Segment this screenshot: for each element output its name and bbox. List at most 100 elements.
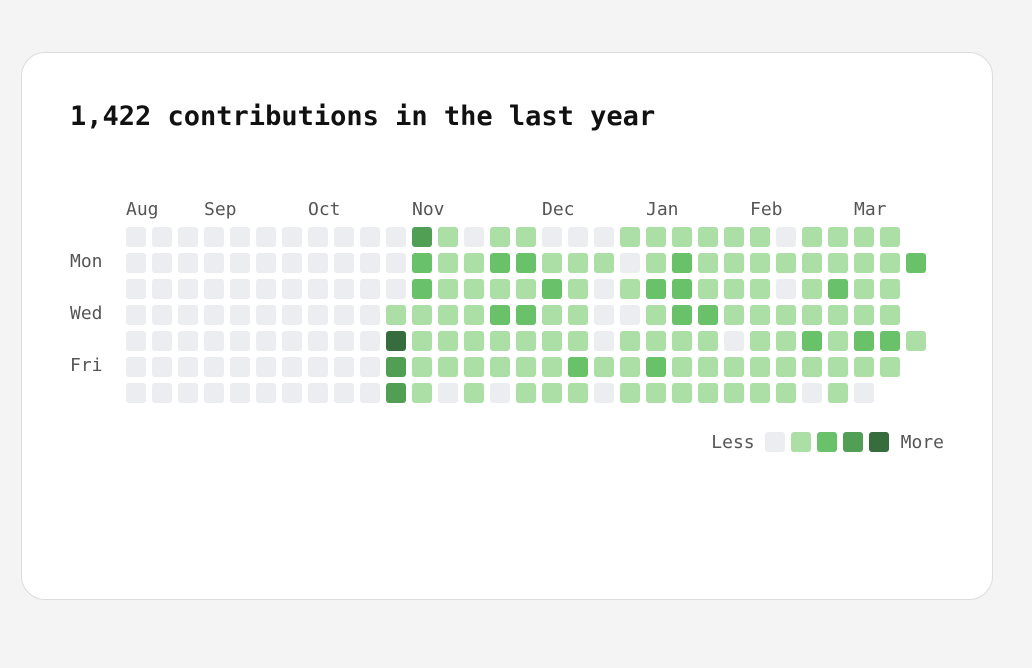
contribution-cell[interactable] bbox=[230, 253, 250, 273]
contribution-cell[interactable] bbox=[724, 357, 744, 377]
contribution-cell[interactable] bbox=[854, 331, 874, 351]
contribution-cell[interactable] bbox=[776, 357, 796, 377]
contribution-cell[interactable] bbox=[646, 253, 666, 273]
contribution-cell[interactable] bbox=[256, 279, 276, 299]
contribution-cell[interactable] bbox=[698, 279, 718, 299]
contribution-cell[interactable] bbox=[282, 305, 302, 325]
contribution-cell[interactable] bbox=[204, 227, 224, 247]
contribution-cell[interactable] bbox=[386, 253, 406, 273]
contribution-cell[interactable] bbox=[412, 279, 432, 299]
contribution-cell[interactable] bbox=[308, 383, 328, 403]
contribution-cell[interactable] bbox=[802, 331, 822, 351]
contribution-cell[interactable] bbox=[490, 253, 510, 273]
contribution-cell[interactable] bbox=[620, 305, 640, 325]
contribution-cell[interactable] bbox=[152, 305, 172, 325]
contribution-cell[interactable] bbox=[152, 331, 172, 351]
contribution-cell[interactable] bbox=[620, 383, 640, 403]
contribution-cell[interactable] bbox=[204, 279, 224, 299]
contribution-cell[interactable] bbox=[438, 279, 458, 299]
contribution-cell[interactable] bbox=[360, 253, 380, 273]
contribution-cell[interactable] bbox=[464, 253, 484, 273]
contribution-cell[interactable] bbox=[906, 331, 926, 351]
contribution-cell[interactable] bbox=[854, 279, 874, 299]
contribution-cell[interactable] bbox=[256, 383, 276, 403]
contribution-cell[interactable] bbox=[542, 305, 562, 325]
contribution-cell[interactable] bbox=[126, 383, 146, 403]
contribution-cell[interactable] bbox=[516, 279, 536, 299]
contribution-cell[interactable] bbox=[334, 305, 354, 325]
contribution-cell[interactable] bbox=[360, 357, 380, 377]
contribution-cell[interactable] bbox=[750, 357, 770, 377]
contribution-cell[interactable] bbox=[152, 227, 172, 247]
contribution-cell[interactable] bbox=[490, 357, 510, 377]
contribution-cell[interactable] bbox=[412, 331, 432, 351]
contribution-cell[interactable] bbox=[542, 331, 562, 351]
contribution-cell[interactable] bbox=[646, 227, 666, 247]
contribution-cell[interactable] bbox=[828, 357, 848, 377]
contribution-cell[interactable] bbox=[594, 253, 614, 273]
contribution-cell[interactable] bbox=[360, 227, 380, 247]
contribution-cell[interactable] bbox=[282, 227, 302, 247]
contribution-cell[interactable] bbox=[880, 279, 900, 299]
contribution-cell[interactable] bbox=[776, 253, 796, 273]
contribution-cell[interactable] bbox=[360, 331, 380, 351]
contribution-cell[interactable] bbox=[594, 305, 614, 325]
contribution-cell[interactable] bbox=[568, 227, 588, 247]
contribution-cell[interactable] bbox=[490, 383, 510, 403]
contribution-cell[interactable] bbox=[464, 305, 484, 325]
contribution-cell[interactable] bbox=[256, 357, 276, 377]
contribution-cell[interactable] bbox=[542, 279, 562, 299]
contribution-cell[interactable] bbox=[646, 383, 666, 403]
contribution-cell[interactable] bbox=[594, 383, 614, 403]
contribution-cell[interactable] bbox=[412, 383, 432, 403]
contribution-cell[interactable] bbox=[750, 279, 770, 299]
contribution-cell[interactable] bbox=[646, 331, 666, 351]
contribution-cell[interactable] bbox=[802, 383, 822, 403]
contribution-cell[interactable] bbox=[568, 331, 588, 351]
contribution-cell[interactable] bbox=[828, 253, 848, 273]
contribution-cell[interactable] bbox=[620, 227, 640, 247]
contribution-cell[interactable] bbox=[672, 305, 692, 325]
contribution-cell[interactable] bbox=[776, 331, 796, 351]
contribution-cell[interactable] bbox=[464, 279, 484, 299]
contribution-cell[interactable] bbox=[854, 253, 874, 273]
contribution-cell[interactable] bbox=[672, 279, 692, 299]
contribution-cell[interactable] bbox=[516, 227, 536, 247]
contribution-cell[interactable] bbox=[828, 227, 848, 247]
contribution-cell[interactable] bbox=[256, 305, 276, 325]
contribution-cell[interactable] bbox=[178, 331, 198, 351]
contribution-cell[interactable] bbox=[802, 305, 822, 325]
contribution-cell[interactable] bbox=[542, 253, 562, 273]
contribution-cell[interactable] bbox=[854, 383, 874, 403]
contribution-cell[interactable] bbox=[386, 279, 406, 299]
contribution-cell[interactable] bbox=[152, 383, 172, 403]
contribution-cell[interactable] bbox=[594, 331, 614, 351]
contribution-cell[interactable] bbox=[672, 331, 692, 351]
contribution-cell[interactable] bbox=[776, 305, 796, 325]
contribution-cell[interactable] bbox=[386, 305, 406, 325]
contribution-cell[interactable] bbox=[178, 305, 198, 325]
contribution-cell[interactable] bbox=[750, 383, 770, 403]
contribution-cell[interactable] bbox=[360, 383, 380, 403]
contribution-cell[interactable] bbox=[906, 253, 926, 273]
contribution-cell[interactable] bbox=[256, 227, 276, 247]
contribution-cell[interactable] bbox=[204, 357, 224, 377]
contribution-cell[interactable] bbox=[126, 253, 146, 273]
contribution-cell[interactable] bbox=[308, 227, 328, 247]
contribution-cell[interactable] bbox=[282, 331, 302, 351]
contribution-cell[interactable] bbox=[256, 331, 276, 351]
contribution-cell[interactable] bbox=[438, 227, 458, 247]
contribution-cell[interactable] bbox=[828, 383, 848, 403]
contribution-cell[interactable] bbox=[412, 305, 432, 325]
contribution-cell[interactable] bbox=[802, 227, 822, 247]
contribution-cell[interactable] bbox=[282, 279, 302, 299]
contribution-cell[interactable] bbox=[126, 279, 146, 299]
contribution-cell[interactable] bbox=[516, 383, 536, 403]
contribution-cell[interactable] bbox=[438, 331, 458, 351]
contribution-cell[interactable] bbox=[568, 253, 588, 273]
contribution-cell[interactable] bbox=[594, 357, 614, 377]
contribution-cell[interactable] bbox=[698, 305, 718, 325]
contribution-cell[interactable] bbox=[620, 253, 640, 273]
contribution-cell[interactable] bbox=[334, 357, 354, 377]
contribution-cell[interactable] bbox=[776, 279, 796, 299]
